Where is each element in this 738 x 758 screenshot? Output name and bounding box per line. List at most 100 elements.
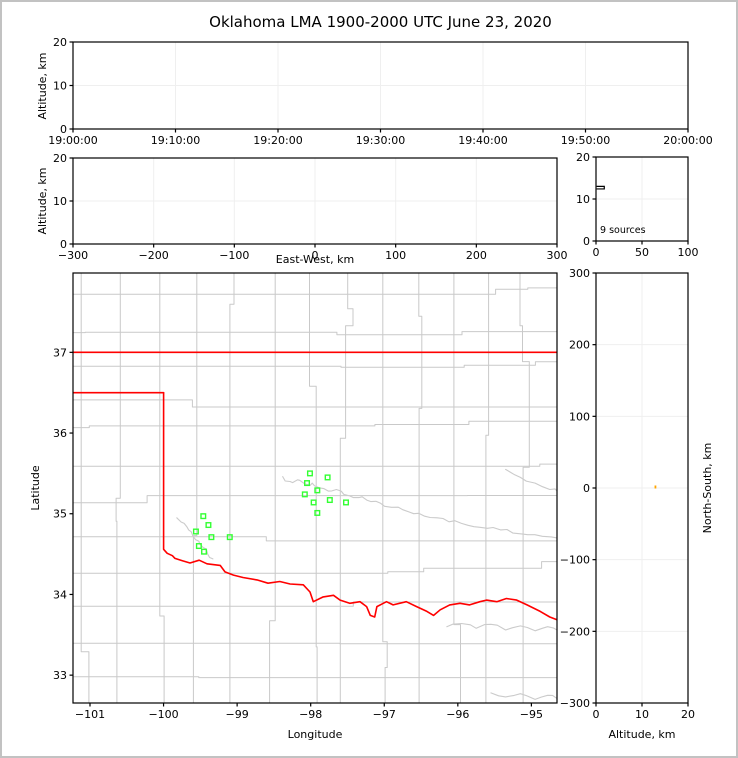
- tick-label: −95: [520, 708, 543, 721]
- lma-station-marker: [314, 487, 321, 494]
- county-boundary: [115, 273, 121, 703]
- county-boundary: [80, 273, 90, 703]
- county-boundary: [339, 273, 354, 703]
- lma-station-marker: [326, 497, 333, 504]
- tick-label: 100: [678, 246, 699, 259]
- county-boundary: [73, 287, 557, 295]
- lma-station-marker: [314, 509, 321, 516]
- lma-station-marker: [200, 513, 207, 520]
- county-boundary: [229, 273, 235, 703]
- tick-label: 100: [385, 249, 406, 262]
- ew-panel-x-axis-label: East-West, km: [275, 253, 355, 266]
- tick-label: 19:50:00: [561, 134, 610, 147]
- county-boundary: [309, 273, 318, 703]
- tick-label: 0: [60, 238, 67, 251]
- tick-label: 0: [583, 235, 590, 248]
- tick-label: 35: [53, 508, 67, 521]
- tick-label: 10: [635, 708, 649, 721]
- tick-label: 0: [312, 249, 319, 262]
- gridlines-layer: [73, 42, 688, 703]
- river-line: [490, 692, 557, 700]
- sources-count-annotation: 9 sources: [600, 225, 646, 236]
- tick-label: −98: [299, 708, 322, 721]
- tick-label: 37: [53, 346, 67, 359]
- tick-label: −96: [446, 708, 469, 721]
- county-boundary: [519, 273, 530, 703]
- lma-station-marker: [195, 543, 202, 550]
- tick-label: 36: [53, 427, 67, 440]
- tick-label: 19:30:00: [356, 134, 405, 147]
- state-border-line: [162, 391, 557, 621]
- map-layer: [73, 273, 557, 703]
- county-boundary: [73, 463, 557, 467]
- county-boundary: [73, 536, 557, 542]
- tick-label: 20: [681, 708, 695, 721]
- county-boundary: [73, 331, 557, 336]
- vhf-source-point: [654, 485, 657, 489]
- county-boundary: [73, 676, 557, 679]
- river-line: [176, 517, 214, 560]
- tick-label: 19:10:00: [151, 134, 200, 147]
- map-y-axis-label: Latitude: [29, 465, 42, 511]
- ew-panel-y-axis-label: Altitude, km: [36, 167, 49, 235]
- tick-label: −300: [560, 697, 590, 710]
- map-county-lines: [73, 273, 557, 703]
- tick-label: 34: [53, 588, 67, 601]
- county-boundary: [73, 601, 557, 607]
- tick-label: 300: [569, 267, 590, 280]
- river-line: [446, 622, 557, 632]
- tick-label: −100: [219, 249, 249, 262]
- county-boundary: [73, 561, 557, 574]
- county-boundary: [453, 273, 461, 703]
- county-boundary: [418, 273, 423, 703]
- figure-title: Oklahoma LMA 1900-2000 UTC June 23, 2020: [209, 13, 552, 31]
- tick-label: 20: [53, 152, 67, 165]
- tick-label: −99: [226, 708, 249, 721]
- map-x-axis-label: Longitude: [287, 728, 343, 741]
- lma-stations-layer: [192, 470, 350, 555]
- tick-label: 100: [569, 410, 590, 423]
- county-boundary: [485, 273, 490, 703]
- tick-label: 50: [635, 246, 649, 259]
- tick-label: 10: [53, 80, 67, 93]
- county-boundary: [73, 495, 557, 504]
- lma-station-marker: [226, 534, 233, 541]
- tick-label: 19:20:00: [253, 134, 302, 147]
- tick-label: 20: [576, 151, 590, 164]
- lma-station-marker: [192, 528, 199, 535]
- tick-label: −200: [560, 625, 590, 638]
- tick-label: 0: [60, 123, 67, 136]
- county-boundary: [73, 361, 557, 368]
- tick-label: 0: [593, 708, 600, 721]
- lma-station-marker: [343, 499, 350, 506]
- tick-label: 33: [53, 669, 67, 682]
- tick-label: 19:40:00: [458, 134, 507, 147]
- tick-label: 0: [593, 246, 600, 259]
- lma-station-marker: [201, 548, 208, 555]
- tick-label: −300: [58, 249, 88, 262]
- tick-label: 200: [569, 339, 590, 352]
- lma-station-marker: [205, 522, 212, 529]
- tick-label: 10: [576, 193, 590, 206]
- lma-station-marker: [324, 474, 331, 481]
- ns-panel-y-axis-label: North-South, km: [701, 442, 714, 534]
- lma-station-marker: [306, 470, 313, 477]
- tick-label: 10: [53, 195, 67, 208]
- county-boundary: [159, 273, 165, 703]
- county-boundary: [73, 420, 557, 429]
- lma-station-marker: [304, 480, 311, 487]
- tick-label: 300: [547, 249, 568, 262]
- tick-label: −200: [139, 249, 169, 262]
- state-border-layer: [73, 351, 557, 621]
- lma-station-marker: [310, 499, 317, 506]
- altitude-histogram-line: [596, 185, 605, 190]
- tick-label: 19:00:00: [48, 134, 97, 147]
- tick-label: −100: [148, 708, 178, 721]
- map-river-lines: [176, 468, 557, 700]
- tick-label: −101: [75, 708, 105, 721]
- plan-view-panel-frame: [72, 272, 558, 704]
- county-boundary: [269, 273, 276, 703]
- tick-label: 20: [53, 36, 67, 49]
